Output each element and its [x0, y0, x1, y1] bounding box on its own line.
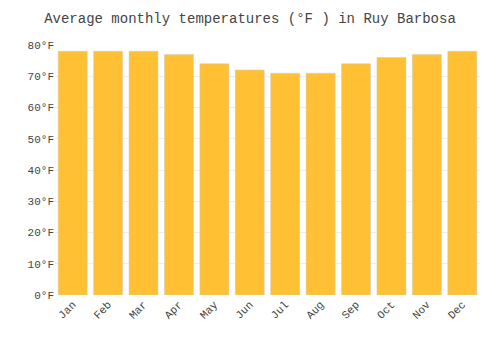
svg-text:70°F: 70°F	[28, 71, 54, 83]
svg-text:0°F: 0°F	[34, 290, 54, 302]
svg-text:Jun: Jun	[233, 299, 255, 321]
svg-text:Jul: Jul	[269, 299, 291, 321]
svg-text:10°F: 10°F	[28, 259, 54, 271]
svg-text:Feb: Feb	[92, 299, 114, 321]
svg-text:Aug: Aug	[304, 299, 326, 321]
svg-text:Nov: Nov	[410, 299, 433, 322]
svg-text:30°F: 30°F	[28, 196, 54, 208]
svg-text:20°F: 20°F	[28, 227, 54, 239]
svg-text:50°F: 50°F	[28, 134, 54, 146]
svg-text:40°F: 40°F	[28, 165, 54, 177]
svg-text:Jan: Jan	[56, 299, 78, 321]
svg-text:Mar: Mar	[127, 299, 149, 321]
svg-text:May: May	[198, 299, 221, 322]
svg-text:60°F: 60°F	[28, 102, 54, 114]
svg-text:Oct: Oct	[375, 299, 397, 321]
svg-text:Sep: Sep	[340, 299, 362, 321]
svg-text:80°F: 80°F	[28, 40, 54, 52]
svg-text:Dec: Dec	[446, 299, 468, 321]
svg-text:Apr: Apr	[162, 299, 184, 321]
svg-text:Average monthly temperatures (: Average monthly temperatures (°F ) in Ru…	[44, 11, 456, 27]
